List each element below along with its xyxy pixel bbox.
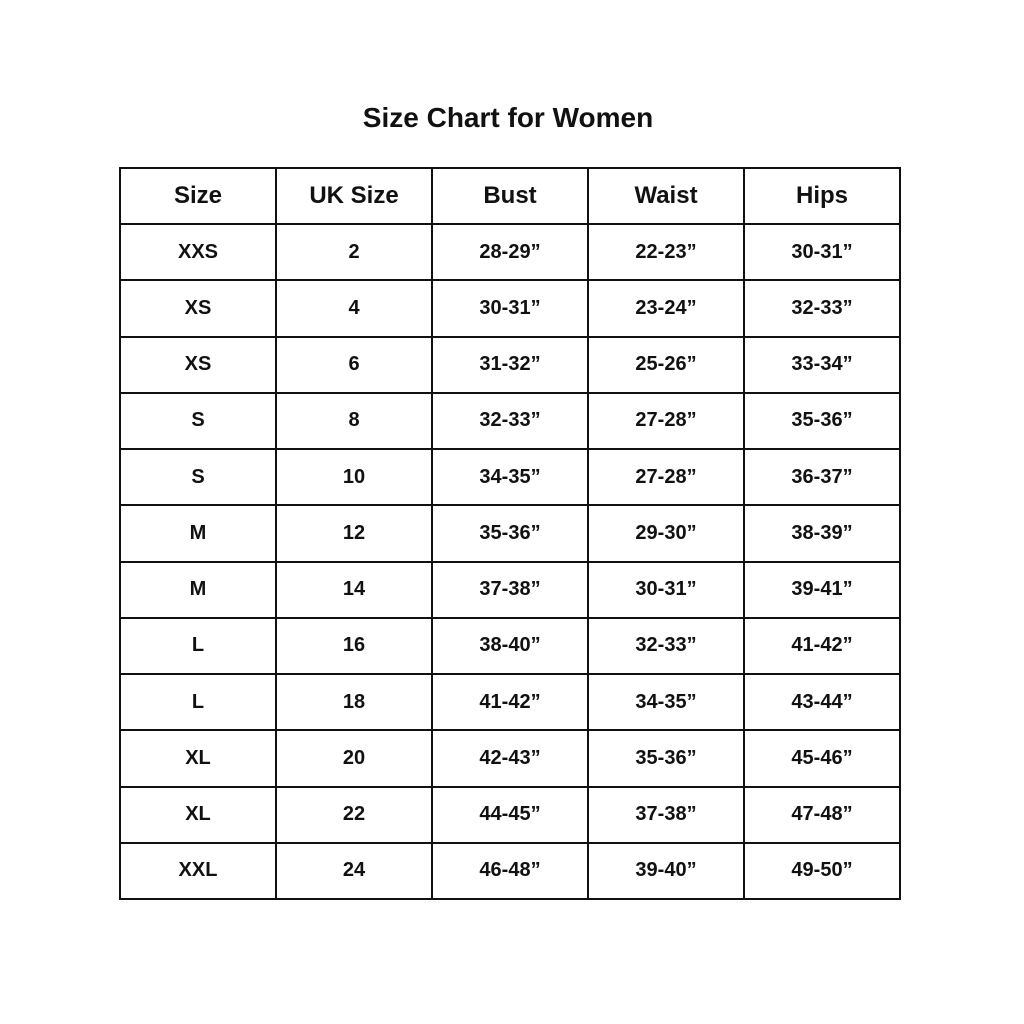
- cell-bust: 44-45”: [431, 785, 589, 844]
- table-row: XXL 24 46-48” 39-40” 49-50”: [119, 841, 901, 901]
- cell-size: XL: [119, 785, 277, 844]
- cell-waist: 37-38”: [587, 785, 745, 844]
- table-row: M 12 35-36” 29-30” 38-39”: [119, 504, 901, 563]
- table-header-row: Size UK Size Bust Waist Hips: [119, 167, 901, 225]
- cell-hips: 47-48”: [743, 785, 901, 844]
- table-row: S 10 34-35” 27-28” 36-37”: [119, 447, 901, 507]
- cell-bust: 34-35”: [431, 447, 589, 507]
- cell-bust: 31-32”: [431, 335, 589, 394]
- cell-uk-size: 2: [275, 222, 433, 282]
- column-header-size: Size: [119, 167, 277, 225]
- cell-size: XXS: [119, 222, 277, 282]
- cell-uk-size: 24: [275, 841, 433, 901]
- cell-bust: 32-33”: [431, 391, 589, 451]
- cell-waist: 27-28”: [587, 447, 745, 507]
- cell-bust: 41-42”: [431, 672, 589, 732]
- cell-waist: 35-36”: [587, 729, 745, 788]
- cell-hips: 43-44”: [743, 672, 901, 732]
- size-chart-table: Size UK Size Bust Waist Hips XXS 2 28-29” 22-23…: [119, 167, 901, 901]
- cell-hips: 41-42”: [743, 616, 901, 676]
- cell-hips: 35-36”: [743, 391, 901, 451]
- table-row: L 18 41-42” 34-35” 43-44”: [119, 672, 901, 732]
- cell-size: S: [119, 447, 277, 507]
- table-row: XL 20 42-43” 35-36” 45-46”: [119, 729, 901, 788]
- column-header-bust: Bust: [431, 167, 589, 225]
- table-row: XXS 2 28-29” 22-23” 30-31”: [119, 222, 901, 282]
- cell-uk-size: 14: [275, 560, 433, 619]
- cell-uk-size: 18: [275, 672, 433, 732]
- cell-bust: 28-29”: [431, 222, 589, 282]
- cell-size: S: [119, 391, 277, 451]
- column-header-uk-size: UK Size: [275, 167, 433, 225]
- cell-bust: 46-48”: [431, 841, 589, 901]
- cell-uk-size: 10: [275, 447, 433, 507]
- cell-waist: 27-28”: [587, 391, 745, 451]
- cell-uk-size: 20: [275, 729, 433, 788]
- cell-waist: 30-31”: [587, 560, 745, 619]
- cell-bust: 35-36”: [431, 504, 589, 563]
- cell-hips: 32-33”: [743, 279, 901, 338]
- cell-bust: 37-38”: [431, 560, 589, 619]
- table-body: XXS 2 28-29” 22-23” 30-31” XS 4 30-31” 23-24” 32-…: [119, 222, 901, 901]
- table-row: S 8 32-33” 27-28” 35-36”: [119, 391, 901, 451]
- cell-waist: 29-30”: [587, 504, 745, 563]
- cell-bust: 38-40”: [431, 616, 589, 676]
- table-row: XS 4 30-31” 23-24” 32-33”: [119, 279, 901, 338]
- column-header-waist: Waist: [587, 167, 745, 225]
- page-title: Size Chart for Women: [362, 102, 654, 133]
- cell-hips: 38-39”: [743, 504, 901, 563]
- cell-waist: 22-23”: [587, 222, 745, 282]
- cell-waist: 34-35”: [587, 672, 745, 732]
- cell-hips: 30-31”: [743, 222, 901, 282]
- table-row: M 14 37-38” 30-31” 39-41”: [119, 560, 901, 619]
- cell-size: XS: [119, 335, 277, 394]
- table-row: XL 22 44-45” 37-38” 47-48”: [119, 785, 901, 844]
- cell-hips: 33-34”: [743, 335, 901, 394]
- cell-size: XS: [119, 279, 277, 338]
- cell-uk-size: 22: [275, 785, 433, 844]
- cell-uk-size: 8: [275, 391, 433, 451]
- cell-uk-size: 12: [275, 504, 433, 563]
- cell-uk-size: 4: [275, 279, 433, 338]
- cell-bust: 30-31”: [431, 279, 589, 338]
- cell-size: XL: [119, 729, 277, 788]
- table-row: L 16 38-40” 32-33” 41-42”: [119, 616, 901, 676]
- cell-hips: 36-37”: [743, 447, 901, 507]
- cell-hips: 39-41”: [743, 560, 901, 619]
- cell-size: L: [119, 616, 277, 676]
- cell-bust: 42-43”: [431, 729, 589, 788]
- cell-waist: 23-24”: [587, 279, 745, 338]
- cell-uk-size: 6: [275, 335, 433, 394]
- cell-hips: 45-46”: [743, 729, 901, 788]
- cell-size: M: [119, 504, 277, 563]
- cell-uk-size: 16: [275, 616, 433, 676]
- cell-waist: 32-33”: [587, 616, 745, 676]
- cell-size: M: [119, 560, 277, 619]
- cell-size: XXL: [119, 841, 277, 901]
- column-header-hips: Hips: [743, 167, 901, 225]
- cell-waist: 39-40”: [587, 841, 745, 901]
- cell-hips: 49-50”: [743, 841, 901, 901]
- table-row: XS 6 31-32” 25-26” 33-34”: [119, 335, 901, 394]
- cell-size: L: [119, 672, 277, 732]
- cell-waist: 25-26”: [587, 335, 745, 394]
